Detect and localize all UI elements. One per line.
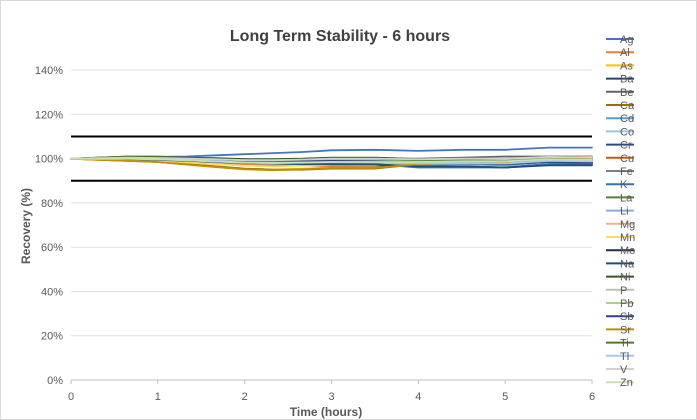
y-tick-label: 20% [41, 331, 63, 343]
legend-label: Co [620, 126, 634, 138]
legend-label: Tl [620, 351, 629, 363]
legend-label: Mo [620, 245, 635, 257]
legend-item-ca: Ca [606, 100, 635, 112]
legend-label: Cd [620, 113, 634, 125]
legend-item-al: Al [606, 47, 634, 59]
series-line-zn [70, 157, 593, 165]
x-tick-label: 2 [242, 391, 248, 403]
legend-item-co: Co [606, 126, 634, 138]
x-tick-label: 1 [155, 391, 161, 403]
limit-lines [71, 135, 592, 182]
legend-label: Li [620, 206, 629, 218]
legend-item-as: As [606, 60, 634, 72]
legend-item-mn: Mn [606, 232, 635, 244]
series-lines [70, 146, 593, 172]
legend-label: V [620, 364, 628, 376]
legend-label: Ba [620, 74, 634, 86]
y-tick-labels: 0% 20% 40% 60% 80% 100% 120% 140% [35, 65, 63, 387]
legend-label: Fe [620, 166, 633, 178]
x-tick-label: 3 [328, 391, 334, 403]
legend-label: Cu [620, 153, 634, 165]
legend-item-sb: Sb [606, 311, 634, 323]
y-tick-label: 120% [35, 109, 63, 121]
legend-item-na: Na [606, 258, 635, 270]
legend-item-k: K [606, 179, 634, 191]
legend-label: Pb [620, 298, 633, 310]
legend-label: Ag [620, 34, 633, 46]
y-tick-label: 140% [35, 65, 63, 77]
x-tick-labels: 0 1 2 3 4 5 6 [68, 380, 595, 403]
x-tick-label: 0 [68, 391, 74, 403]
legend-label: As [620, 60, 633, 72]
y-tick-label: 0% [47, 375, 63, 387]
legend-item-tl: Tl [606, 351, 634, 363]
legend-item-fe: Fe [606, 166, 634, 178]
y-tick-label: 60% [41, 242, 63, 254]
legend-label: Cr [620, 140, 632, 152]
y-axis-title: Recovery (%) [19, 188, 33, 264]
legend-item-li: Li [606, 206, 634, 218]
legend-label: Sb [620, 311, 633, 323]
legend-item-mo: Mo [606, 245, 635, 257]
legend-label: Sr [620, 324, 631, 336]
legend-label: P [620, 285, 627, 297]
legend-item-ti: Ti [606, 338, 634, 350]
legend-label: Be [620, 87, 633, 99]
legend-item-be: Be [606, 87, 634, 99]
x-tick-label: 5 [502, 391, 508, 403]
y-tick-label: 100% [35, 154, 63, 166]
legend-label: Ca [620, 100, 635, 112]
x-tick-label: 4 [415, 391, 421, 403]
legend-label: Al [620, 47, 630, 59]
legend-item-cd: Cd [606, 113, 634, 125]
legend-item-ag: Ag [606, 34, 634, 46]
legend-label: Ni [620, 272, 630, 284]
legend-item-ni: Ni [606, 272, 634, 284]
legend-item-zn: Zn [606, 377, 634, 389]
legend-label: Mg [620, 219, 635, 231]
legend-label: K [620, 179, 628, 191]
legend-label: Mn [620, 232, 635, 244]
legend-item-pb: Pb [606, 298, 634, 310]
legend-label: Zn [620, 377, 633, 389]
legend-label: La [620, 192, 633, 204]
y-tick-label: 40% [41, 286, 63, 298]
legend-item-v: V [606, 364, 634, 376]
legend-item-cr: Cr [606, 140, 634, 152]
chart-title: Long Term Stability - 6 hours [230, 28, 450, 45]
y-tick-label: 80% [41, 198, 63, 210]
legend-item-la: La [606, 192, 634, 204]
legend-item-mg: Mg [606, 219, 635, 231]
series-line-v [70, 155, 593, 162]
legend-item-sr: Sr [606, 324, 634, 336]
x-tick-label: 6 [589, 391, 595, 403]
legend-label: Ti [620, 338, 629, 350]
x-axis-title: Time (hours) [290, 405, 362, 419]
legend-item-p: P [606, 285, 634, 297]
legend-item-ba: Ba [606, 74, 634, 86]
legend-label: Na [620, 258, 635, 270]
legend-item-cu: Cu [606, 153, 634, 165]
